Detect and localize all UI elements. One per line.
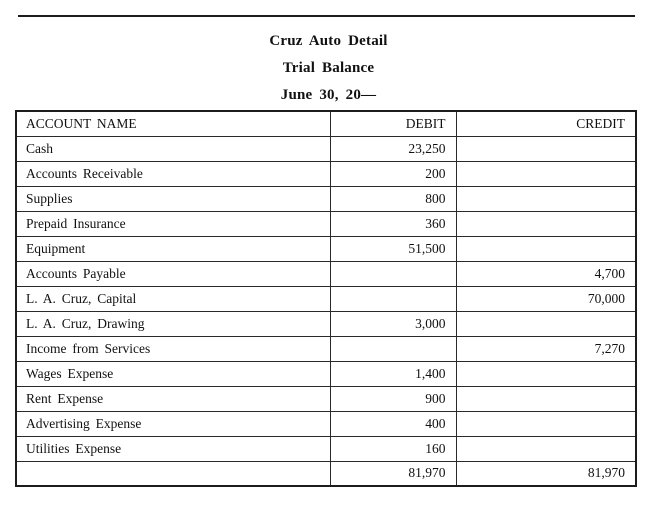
report-title: Trial Balance bbox=[282, 60, 375, 76]
table-row: Accounts Receivable 200 bbox=[15, 160, 637, 187]
debit-cell bbox=[329, 335, 457, 362]
credit-header: CREDIT bbox=[455, 110, 637, 137]
account-cell: Accounts Receivable bbox=[15, 160, 331, 187]
credit-cell bbox=[455, 185, 637, 212]
account-cell: Supplies bbox=[15, 185, 331, 212]
table-row: L. A. Cruz, Drawing 3,000 bbox=[15, 310, 637, 337]
account-cell: Income from Services bbox=[15, 335, 331, 362]
credit-cell bbox=[455, 410, 637, 437]
totals-account-cell bbox=[15, 460, 331, 487]
top-rule-divider bbox=[18, 15, 635, 17]
debit-cell: 23,250 bbox=[329, 135, 457, 162]
credit-cell: 7,270 bbox=[455, 335, 637, 362]
document-heading: Cruz Auto Detail Trial Balance June 30, … bbox=[0, 28, 657, 109]
debit-cell: 51,500 bbox=[329, 235, 457, 262]
account-cell: L. A. Cruz, Drawing bbox=[15, 310, 331, 337]
debit-cell: 200 bbox=[329, 160, 457, 187]
credit-cell bbox=[455, 135, 637, 162]
credit-cell bbox=[455, 360, 637, 387]
debit-cell bbox=[329, 285, 457, 312]
credit-cell: 70,000 bbox=[455, 285, 637, 312]
credit-cell bbox=[455, 210, 637, 237]
credit-cell bbox=[455, 235, 637, 262]
account-cell: Wages Expense bbox=[15, 360, 331, 387]
debit-cell bbox=[329, 260, 457, 287]
credit-cell bbox=[455, 160, 637, 187]
table-row: Utilities Expense 160 bbox=[15, 435, 637, 462]
account-cell: Accounts Payable bbox=[15, 260, 331, 287]
credit-cell: 4,700 bbox=[455, 260, 637, 287]
table-row: Advertising Expense 400 bbox=[15, 410, 637, 437]
table-row: Wages Expense 1,400 bbox=[15, 360, 637, 387]
account-cell: Advertising Expense bbox=[15, 410, 331, 437]
table-row: Cash 23,250 bbox=[15, 135, 637, 162]
table-row: Supplies 800 bbox=[15, 185, 637, 212]
company-name: Cruz Auto Detail bbox=[269, 33, 388, 49]
debit-cell: 900 bbox=[329, 385, 457, 412]
table-row: Income from Services 7,270 bbox=[15, 335, 637, 362]
account-cell: Utilities Expense bbox=[15, 435, 331, 462]
account-cell: Equipment bbox=[15, 235, 331, 262]
table-row: Accounts Payable 4,700 bbox=[15, 260, 637, 287]
totals-credit-cell: 81,970 bbox=[455, 460, 637, 487]
credit-cell bbox=[455, 385, 637, 412]
report-date: June 30, 20— bbox=[280, 87, 377, 103]
table-row: Rent Expense 900 bbox=[15, 385, 637, 412]
table-row: Prepaid Insurance 360 bbox=[15, 210, 637, 237]
account-cell: Prepaid Insurance bbox=[15, 210, 331, 237]
account-name-header: ACCOUNT NAME bbox=[15, 110, 331, 137]
debit-cell: 800 bbox=[329, 185, 457, 212]
credit-cell bbox=[455, 310, 637, 337]
debit-cell: 400 bbox=[329, 410, 457, 437]
totals-row: 81,970 81,970 bbox=[15, 460, 637, 487]
account-cell: L. A. Cruz, Capital bbox=[15, 285, 331, 312]
credit-cell bbox=[455, 435, 637, 462]
table-header-row: ACCOUNT NAME DEBIT CREDIT bbox=[15, 110, 637, 137]
debit-cell: 3,000 bbox=[329, 310, 457, 337]
account-cell: Cash bbox=[15, 135, 331, 162]
debit-header: DEBIT bbox=[329, 110, 457, 137]
account-cell: Rent Expense bbox=[15, 385, 331, 412]
table-row: Equipment 51,500 bbox=[15, 235, 637, 262]
debit-cell: 1,400 bbox=[329, 360, 457, 387]
trial-balance-table: ACCOUNT NAME DEBIT CREDIT Cash 23,250 Acco… bbox=[15, 110, 637, 487]
debit-cell: 360 bbox=[329, 210, 457, 237]
debit-cell: 160 bbox=[329, 435, 457, 462]
table-row: L. A. Cruz, Capital 70,000 bbox=[15, 285, 637, 312]
totals-debit-cell: 81,970 bbox=[329, 460, 457, 487]
